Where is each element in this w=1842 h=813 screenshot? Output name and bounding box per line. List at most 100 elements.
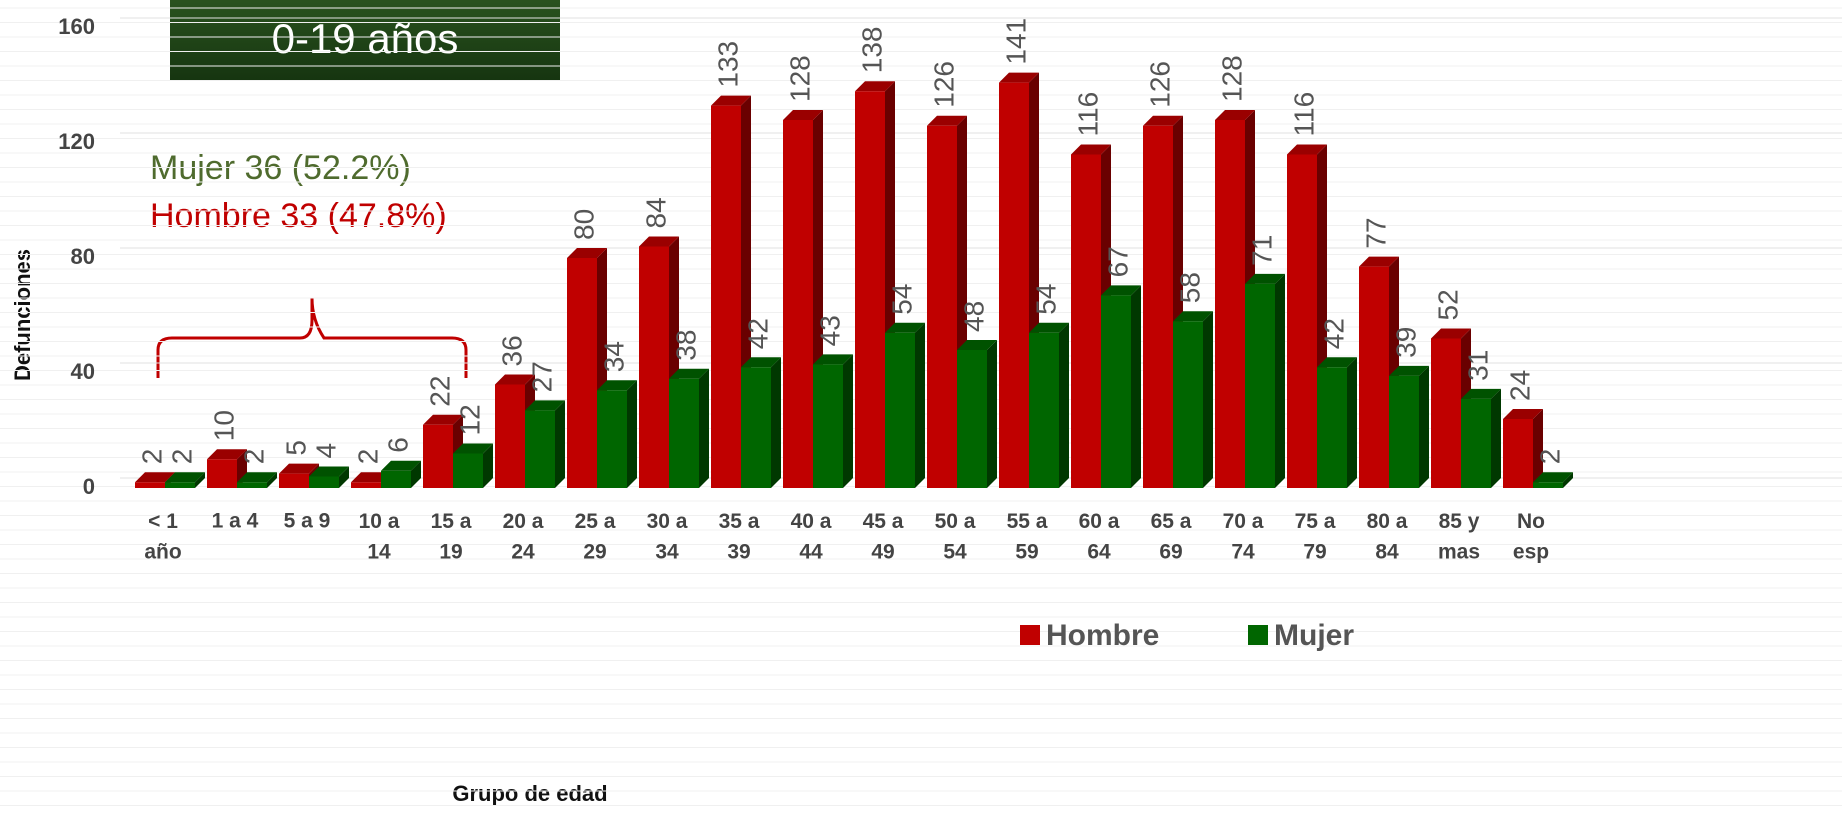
bar-top bbox=[999, 72, 1039, 83]
bar-side bbox=[1563, 472, 1573, 488]
x-tick-label: 35 a 39 bbox=[719, 510, 760, 563]
value-label: 52 bbox=[1432, 289, 1463, 320]
value-label: 67 bbox=[1102, 246, 1133, 277]
value-label: 24 bbox=[1504, 370, 1535, 401]
value-label: 80 bbox=[568, 209, 599, 240]
bar-top bbox=[597, 380, 637, 391]
bar bbox=[927, 125, 957, 488]
y-tick-label: 40 bbox=[71, 359, 95, 384]
bar bbox=[1029, 332, 1059, 488]
bar-side bbox=[1275, 273, 1285, 488]
y-tick-label: 160 bbox=[58, 14, 95, 39]
bar-top bbox=[1143, 115, 1183, 126]
bar bbox=[1503, 419, 1533, 488]
bar-side bbox=[843, 354, 853, 488]
x-tick-label: 60 a 64 bbox=[1079, 510, 1120, 563]
bar-side bbox=[1491, 388, 1501, 488]
value-label: 58 bbox=[1174, 272, 1205, 303]
x-tick-label: 25 a 29 bbox=[575, 510, 616, 563]
value-label: 126 bbox=[1144, 61, 1175, 108]
bar-top bbox=[453, 443, 493, 454]
bar bbox=[813, 364, 843, 488]
bar bbox=[237, 482, 267, 488]
bar bbox=[1173, 321, 1203, 488]
bar bbox=[597, 390, 627, 488]
x-tick-label: 40 a 44 bbox=[791, 510, 832, 563]
x-tick-label: 50 a 54 bbox=[935, 510, 976, 563]
bar-side bbox=[987, 340, 997, 488]
bar-top bbox=[1287, 144, 1327, 155]
bar-top bbox=[1245, 273, 1285, 284]
bar-side bbox=[1347, 357, 1357, 488]
value-label: 71 bbox=[1246, 235, 1277, 266]
bar-top bbox=[165, 472, 205, 483]
x-tick-label: 70 a 74 bbox=[1223, 510, 1264, 563]
y-tick-label: 120 bbox=[58, 129, 95, 154]
bar bbox=[711, 105, 741, 488]
bar-top bbox=[381, 460, 421, 471]
x-tick-label: 20 a 24 bbox=[503, 510, 544, 563]
bar bbox=[381, 470, 411, 488]
value-label: 27 bbox=[526, 361, 557, 392]
bar bbox=[1317, 367, 1347, 488]
bar-top bbox=[855, 81, 895, 92]
bar-side bbox=[1131, 285, 1141, 488]
x-tick-label: 80 a 84 bbox=[1367, 510, 1408, 563]
x-tick-label: 55 a 59 bbox=[1007, 510, 1048, 563]
bar-side bbox=[1203, 311, 1213, 488]
value-label: 39 bbox=[1390, 327, 1421, 358]
bar-top bbox=[927, 115, 967, 126]
value-label: 10 bbox=[208, 410, 239, 441]
bar-top bbox=[423, 414, 463, 425]
value-label: 126 bbox=[928, 61, 959, 108]
bar-top bbox=[309, 466, 349, 477]
value-label: 138 bbox=[856, 27, 887, 74]
bar-top bbox=[957, 340, 997, 350]
bar bbox=[1359, 266, 1389, 488]
value-label: 2 bbox=[1534, 449, 1565, 465]
bar bbox=[783, 120, 813, 488]
value-label: 84 bbox=[640, 197, 671, 228]
value-label: 116 bbox=[1072, 92, 1103, 137]
x-tick-label: 65 a 69 bbox=[1151, 510, 1192, 563]
bar-top bbox=[1029, 322, 1069, 333]
bar bbox=[423, 424, 453, 488]
bar-side bbox=[483, 443, 493, 488]
value-label: 5 bbox=[280, 440, 311, 456]
bar-side bbox=[771, 357, 781, 488]
legend-label: Mujer bbox=[1274, 619, 1354, 652]
value-label: 42 bbox=[1318, 318, 1349, 349]
bar-top bbox=[1359, 256, 1399, 267]
bar-top bbox=[813, 354, 853, 365]
value-label: 43 bbox=[814, 315, 845, 346]
y-tick-label: 0 bbox=[83, 474, 95, 499]
bar-top bbox=[1461, 388, 1501, 399]
bar bbox=[1245, 283, 1275, 488]
bar-top bbox=[207, 449, 247, 460]
x-tick-label: 75 a 79 bbox=[1295, 510, 1336, 563]
value-label: 54 bbox=[886, 284, 917, 315]
bar-top bbox=[1101, 285, 1141, 296]
legend-swatch bbox=[1020, 625, 1040, 645]
value-label: 77 bbox=[1360, 217, 1391, 248]
x-tick-label: 15 a 19 bbox=[431, 510, 472, 563]
value-label: 128 bbox=[784, 55, 815, 102]
bar bbox=[639, 246, 669, 488]
value-label: 128 bbox=[1216, 55, 1247, 102]
bar bbox=[1287, 154, 1317, 488]
bar-side bbox=[339, 466, 349, 488]
bar bbox=[135, 482, 165, 488]
bar-top bbox=[741, 357, 781, 368]
bar bbox=[495, 384, 525, 488]
value-label: 133 bbox=[712, 41, 743, 88]
bar-side bbox=[699, 368, 709, 488]
value-label: 12 bbox=[454, 404, 485, 435]
value-label: 34 bbox=[598, 341, 629, 372]
bar-side bbox=[195, 472, 205, 488]
bar bbox=[999, 82, 1029, 488]
bar-side bbox=[1419, 365, 1429, 488]
bar bbox=[309, 476, 339, 488]
bar-top bbox=[1533, 472, 1573, 483]
y-tick-label: 80 bbox=[71, 244, 95, 269]
